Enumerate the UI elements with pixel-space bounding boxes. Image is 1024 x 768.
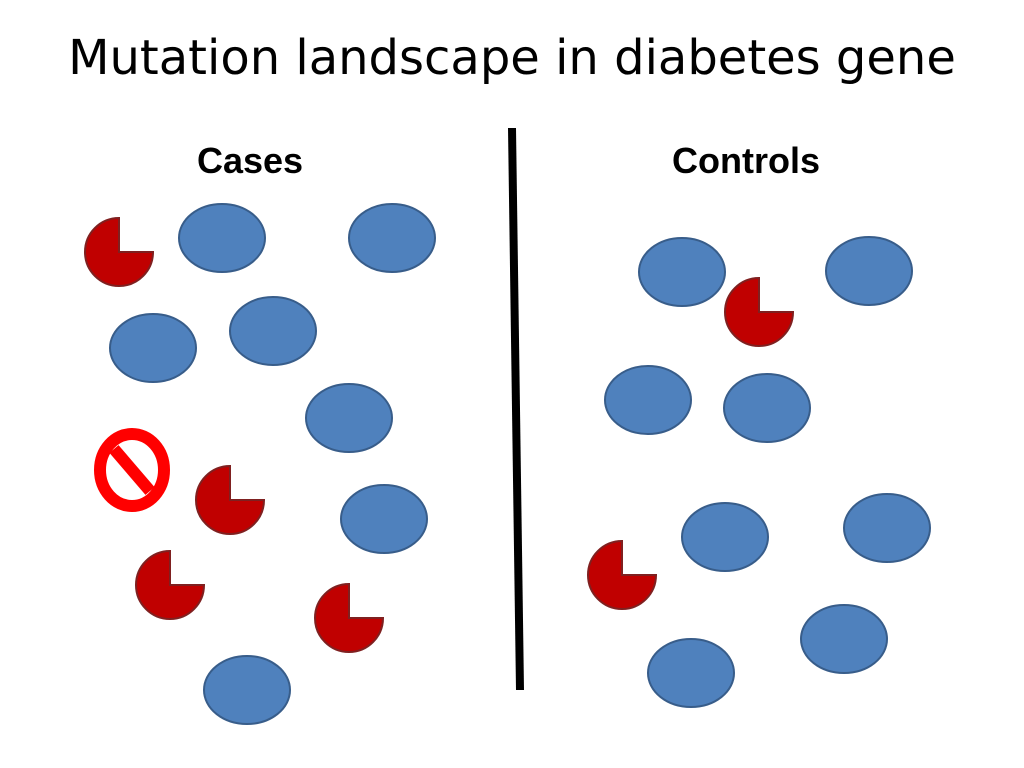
cases-label: Cases (196, 140, 304, 181)
normal-protein-icon (647, 638, 735, 708)
normal-protein-icon (723, 373, 811, 443)
group-divider-line (508, 127, 524, 691)
normal-protein-icon (348, 203, 436, 273)
normal-protein-icon (604, 365, 692, 435)
no-entry-icon (94, 428, 170, 512)
normal-protein-icon (843, 493, 931, 563)
mutant-protein-icon (314, 582, 385, 653)
mutant-protein-icon (84, 216, 155, 287)
normal-protein-icon (340, 484, 428, 554)
normal-protein-icon (203, 655, 291, 725)
normal-protein-icon (638, 237, 726, 307)
mutant-protein-icon (195, 464, 266, 535)
controls-label: Controls (672, 140, 820, 181)
protein-shapes (84, 203, 931, 725)
normal-protein-icon (681, 502, 769, 572)
normal-protein-icon (178, 203, 266, 273)
mutant-protein-icon (135, 549, 206, 620)
normal-protein-icon (109, 313, 197, 383)
normal-protein-icon (229, 296, 317, 366)
normal-protein-icon (825, 236, 913, 306)
slide-title: Mutation landscape in diabetes gene (68, 30, 956, 86)
normal-protein-icon (305, 383, 393, 453)
mutant-protein-icon (587, 539, 658, 610)
normal-protein-icon (800, 604, 888, 674)
mutant-protein-icon (724, 276, 795, 347)
